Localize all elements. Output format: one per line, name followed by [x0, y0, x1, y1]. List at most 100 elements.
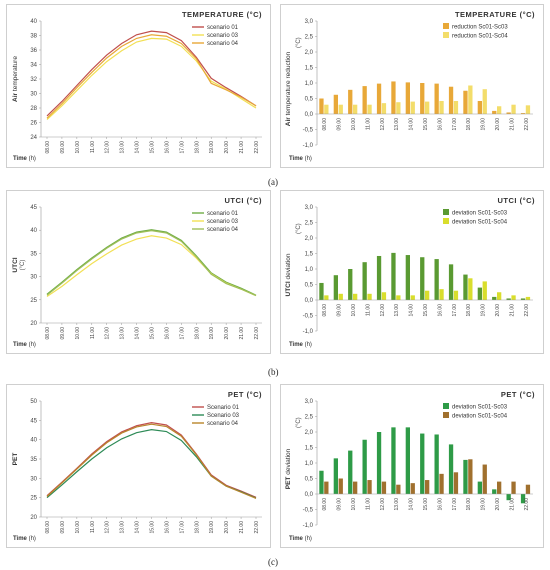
y-tick-label: 1,0	[305, 81, 314, 87]
y-tick-label: 2,5	[305, 415, 314, 421]
bar	[492, 296, 497, 300]
bar	[391, 427, 396, 494]
y-tick-label: 3,0	[305, 19, 314, 25]
bar	[506, 112, 511, 114]
bar	[434, 83, 439, 114]
y-tick-label: 3,0	[305, 205, 314, 211]
x-tick-label: 17.00	[179, 521, 185, 534]
figure-label-b: (b)	[268, 367, 279, 377]
x-tick-label: 13.00	[120, 521, 126, 534]
x-tick-label: 22.00	[254, 521, 260, 534]
y-tick-label: -1,0	[303, 523, 314, 529]
x-tick-label: 18.00	[466, 118, 472, 131]
x-tick-label: 08.00	[322, 304, 328, 317]
bar	[381, 481, 387, 494]
y-tick-label: 1,5	[305, 66, 314, 72]
y-tick-label: 40	[30, 438, 37, 444]
x-axis-title: Time (h)	[289, 536, 312, 542]
bar	[391, 81, 396, 114]
series-line	[46, 30, 257, 117]
bar	[477, 287, 482, 300]
x-tick-label: 08.00	[45, 327, 51, 340]
bar	[338, 104, 343, 114]
y-tick-label: 25	[30, 298, 37, 304]
x-tick-label: 14.00	[409, 498, 415, 511]
series-line	[46, 429, 257, 499]
legend-swatch	[443, 412, 449, 418]
y-tick-label: -1,0	[303, 143, 314, 149]
bar	[353, 104, 358, 114]
x-tick-label: 13.00	[394, 118, 400, 131]
x-tick-label: 21.00	[239, 521, 245, 534]
bar	[367, 104, 372, 114]
bar	[506, 494, 511, 501]
x-tick-label: 15.00	[423, 118, 429, 131]
x-tick-label: 10.00	[351, 304, 357, 317]
x-tick-label: 15.00	[423, 304, 429, 317]
bar	[497, 481, 502, 494]
x-tick-label: 11.00	[365, 118, 371, 130]
bar	[520, 113, 526, 114]
bar	[410, 483, 415, 494]
y-tick-label: 2,0	[305, 430, 314, 436]
x-tick-label: 17.00	[452, 304, 458, 317]
bar	[439, 100, 444, 114]
x-tick-label: 20.00	[495, 498, 501, 511]
y-tick-label: 30	[30, 92, 37, 98]
x-tick-label: 19.00	[481, 118, 487, 131]
x-tick-label: 15.00	[150, 141, 156, 154]
y-tick-label: 1,0	[305, 461, 314, 467]
x-tick-label: 13.00	[120, 141, 126, 154]
bar	[367, 480, 372, 494]
x-tick-label: 16.00	[437, 498, 443, 511]
legend-swatch	[443, 403, 449, 409]
legend-swatch	[443, 209, 449, 215]
x-tick-label: 20.00	[495, 304, 501, 317]
chart-title: TEMPERATURE (°C)	[455, 10, 535, 19]
chart-panel: PET (°C) 3,0 2,5 2,0 1,5 1,0 0,5 0,0 -0,5 -1,0 08.…	[280, 384, 544, 548]
y-tick-label: 26	[30, 121, 37, 127]
bar	[425, 101, 430, 114]
bar	[405, 255, 410, 300]
series-line	[46, 229, 257, 296]
bar	[376, 255, 382, 300]
x-tick-label: 18.00	[194, 521, 200, 534]
bar	[410, 295, 415, 300]
legend-label: Scenario 01	[207, 405, 240, 411]
legend-label: scenario 04	[207, 227, 239, 233]
x-tick-label: 14.00	[135, 521, 141, 534]
bar	[492, 489, 497, 494]
x-tick-label: 18.00	[194, 327, 200, 340]
x-tick-label: 21.00	[509, 498, 515, 511]
chart-panel: TEMPERATURE (°C) 24 26 28 30 32 34 36 38 40 08.00 0…	[6, 4, 271, 168]
series-line	[46, 423, 257, 499]
y-tick-label: 36	[30, 48, 37, 54]
x-tick-label: 09.00	[60, 141, 66, 154]
y-axis-title: PET deviation	[285, 448, 292, 489]
x-tick-label: 16.00	[437, 304, 443, 317]
y-tick-label: 3,0	[305, 399, 314, 405]
bar	[511, 481, 516, 494]
bar	[439, 473, 444, 494]
y-tick-label: -1,0	[303, 329, 314, 335]
x-tick-label: 20.00	[224, 327, 230, 340]
bar	[333, 275, 338, 300]
y-axis-title: PET	[12, 453, 19, 466]
x-tick-label: 22.00	[254, 327, 260, 340]
y-tick-label: 34	[30, 63, 37, 69]
x-tick-label: 09.00	[337, 304, 343, 317]
x-tick-label: 08.00	[45, 521, 51, 534]
x-tick-label: 18.00	[466, 498, 472, 511]
legend-label: deviation Sc01-Sc03	[452, 405, 508, 411]
bar	[381, 292, 387, 300]
y-axis-title: Air temperature	[12, 56, 19, 102]
x-tick-label: 13.00	[120, 327, 126, 340]
bar	[511, 104, 516, 114]
x-tick-label: 15.00	[150, 521, 156, 534]
x-tick-label: 22.00	[524, 304, 530, 317]
bar	[434, 259, 439, 300]
y-axis-unit: (°C)	[296, 37, 302, 48]
x-tick-label: 11.00	[90, 141, 96, 153]
x-tick-label: 20.00	[224, 521, 230, 534]
x-tick-label: 12.00	[380, 118, 386, 131]
